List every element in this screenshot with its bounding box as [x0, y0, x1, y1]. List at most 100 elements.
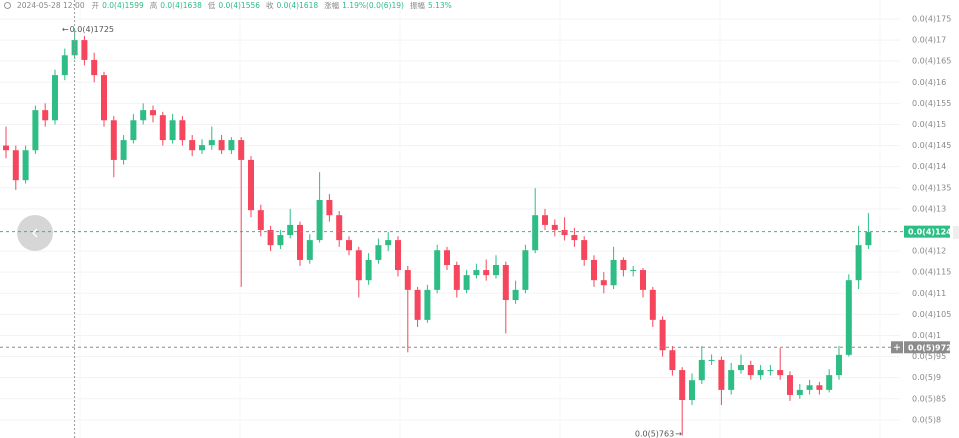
marker-arrow: ← [62, 25, 69, 34]
y-tick-label: 0.0(4)135 [912, 183, 951, 192]
candle-body [659, 319, 666, 351]
candle-body [473, 270, 480, 276]
y-tick-label: 0.0(5)8 [912, 415, 941, 424]
scroll-stub [953, 226, 959, 239]
candle-body [12, 150, 19, 181]
candle-body [483, 270, 490, 276]
candle-body [287, 224, 294, 236]
candle-body [32, 110, 39, 151]
candle-body [101, 75, 107, 121]
price-label-box [904, 225, 950, 238]
candle-body [444, 250, 450, 265]
candle-body [600, 280, 607, 286]
price-label: 0.0(5)972 [908, 343, 952, 352]
time: 2024-05-28 12:00 [17, 1, 85, 10]
y-tick-label: 0.0(4)165 [912, 57, 951, 66]
candle-body [855, 245, 862, 281]
candle-body [140, 110, 147, 121]
y-tick-label: 0.0(4)115 [912, 268, 951, 277]
crosshair-handle [17, 215, 53, 251]
field-label: 振幅 [409, 1, 425, 10]
candle-body [610, 259, 617, 286]
marker-arrow: → [675, 430, 682, 438]
candle-body [532, 215, 539, 251]
candle-body [551, 224, 558, 230]
field-value: 1.19%(0.0(6)19) [342, 1, 404, 10]
candle-body [689, 380, 695, 401]
field-label: 收 [266, 1, 274, 10]
candle-body [199, 145, 205, 151]
candle-body [493, 264, 499, 276]
candle-body [777, 370, 784, 376]
candle-body [277, 235, 284, 246]
candle-body [110, 120, 117, 160]
candle-body [845, 280, 852, 355]
candle-body [238, 140, 245, 160]
price-label: 0.0(4)1246 [908, 228, 958, 237]
y-tick-label: 0.0(4)17 [912, 36, 946, 45]
candle-body [571, 235, 578, 241]
candle-body [22, 150, 29, 181]
y-tick-label: 0.0(4)145 [912, 141, 951, 150]
ohlc-header: 2024-05-28 12:00 开 0.0(4)1599 高 0.0(4)1638… [4, 0, 455, 11]
marker-label: 0.0(5)763 [635, 430, 674, 438]
field-value: 0.0(4)1599 [102, 1, 144, 10]
candle-body [414, 289, 421, 320]
candle-body [297, 224, 303, 260]
candle-body [169, 120, 176, 141]
candle-body [189, 140, 196, 151]
candle-body [81, 40, 88, 60]
candle-body [130, 120, 137, 141]
candle-body [179, 120, 186, 141]
candle-body [150, 110, 156, 116]
y-tick-label: 0.0(5)9 [912, 373, 941, 382]
candle-body [630, 270, 637, 272]
candle-body [561, 229, 568, 236]
candle-body [747, 365, 754, 376]
collapse-icon[interactable] [4, 2, 11, 9]
field-label: 高 [149, 1, 158, 10]
plus-icon [894, 344, 900, 351]
candle-body [306, 240, 313, 260]
candle-body [316, 200, 323, 241]
candle-body [257, 210, 264, 230]
candle-body [816, 385, 823, 390]
candle-body [404, 270, 411, 290]
field-label: 涨幅 [324, 1, 340, 10]
candle-body [395, 240, 401, 271]
candle-body [502, 264, 509, 301]
candle-body [806, 385, 813, 390]
candle-body [708, 359, 715, 361]
candle-body [424, 289, 431, 320]
candle-body [542, 215, 548, 225]
candle-body [159, 115, 166, 141]
candle-body [267, 229, 274, 246]
candle-body [434, 250, 441, 290]
candle-body [679, 370, 686, 401]
candle-body [796, 389, 803, 395]
candle-body [120, 140, 127, 160]
y-tick-label: 0.0(4)15 [912, 120, 946, 129]
candle-body [767, 370, 774, 372]
candle-body [787, 375, 793, 395]
candle-body [42, 110, 49, 121]
field-value: 0.0(4)1618 [276, 1, 319, 10]
candle-body [208, 140, 215, 146]
candle-body [3, 145, 9, 151]
candle-body [698, 359, 705, 381]
price-label-box [904, 341, 950, 354]
candle-body [757, 370, 764, 376]
candle-body [218, 140, 225, 151]
candle-body [581, 240, 588, 260]
y-tick-label: 0.0(5)95 [912, 352, 946, 361]
candle-body [385, 240, 392, 246]
y-tick-label: 0.0(4)13 [912, 204, 946, 213]
candle-body [738, 365, 744, 371]
field-label: 开 [91, 1, 100, 10]
y-tick-label: 0.0(5)85 [912, 394, 946, 403]
candle-body [640, 270, 646, 290]
candle-body [649, 289, 656, 320]
candle-body [718, 359, 725, 390]
y-tick-label: 0.0(4)175 [912, 14, 951, 23]
